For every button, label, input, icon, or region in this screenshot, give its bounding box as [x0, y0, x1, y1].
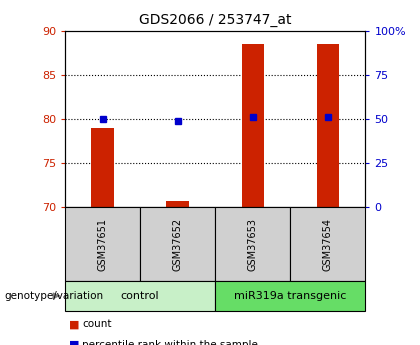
Bar	[92, 128, 114, 207]
Text: miR319a transgenic: miR319a transgenic	[234, 291, 346, 301]
Bar	[317, 44, 339, 207]
Text: GSM37654: GSM37654	[323, 218, 333, 270]
Text: genotype/variation: genotype/variation	[4, 291, 103, 301]
Text: ■: ■	[69, 340, 80, 345]
Text: control: control	[121, 291, 160, 301]
Text: GSM37652: GSM37652	[173, 218, 183, 270]
Bar	[166, 201, 189, 207]
Text: count: count	[82, 319, 111, 329]
Title: GDS2066 / 253747_at: GDS2066 / 253747_at	[139, 13, 291, 27]
Text: GSM37653: GSM37653	[248, 218, 258, 270]
Text: GSM37651: GSM37651	[97, 218, 108, 270]
Text: ■: ■	[69, 319, 80, 329]
Bar	[241, 44, 264, 207]
Text: percentile rank within the sample: percentile rank within the sample	[82, 340, 258, 345]
